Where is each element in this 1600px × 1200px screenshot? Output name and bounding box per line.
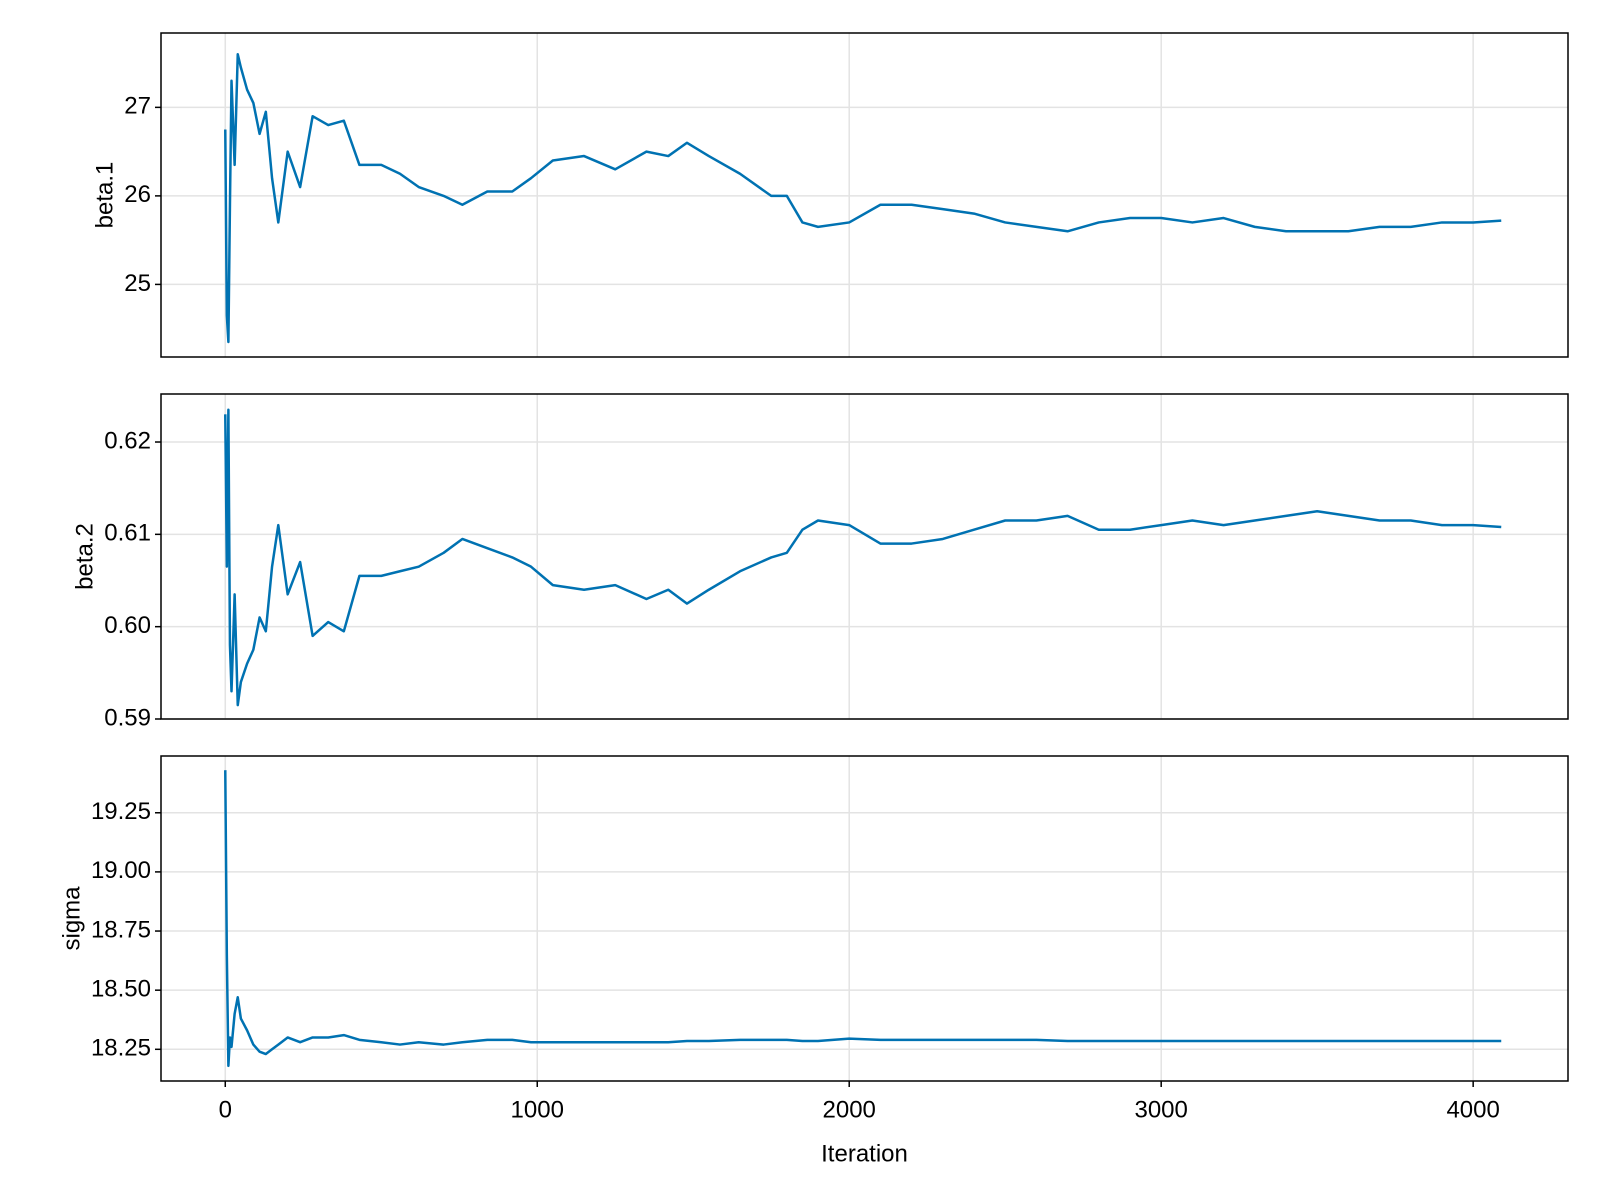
- y-tick-label: 27: [124, 93, 151, 120]
- data-line: [224, 770, 1502, 1068]
- y-axis-label: beta.2: [72, 523, 99, 590]
- y-tick-label: 18.25: [91, 1035, 151, 1062]
- y-tick-label: 0.61: [104, 520, 151, 547]
- plot-frame: [160, 32, 1569, 358]
- y-tick-label: 0.59: [104, 704, 151, 731]
- data-line: [224, 53, 1502, 344]
- x-tick-label: 1000: [511, 1096, 564, 1123]
- x-tick-label: 2000: [823, 1096, 876, 1123]
- y-tick-label: 26: [124, 181, 151, 208]
- y-tick-label: 19.25: [91, 798, 151, 825]
- x-tick-label: 4000: [1446, 1096, 1499, 1123]
- y-tick-label: 18.50: [91, 976, 151, 1003]
- y-axis-label: beta.1: [92, 162, 119, 229]
- x-axis-label: Iteration: [821, 1140, 908, 1167]
- x-tick-label: 3000: [1134, 1096, 1187, 1123]
- y-tick-label: 19.00: [91, 857, 151, 884]
- data-line: [224, 408, 1502, 707]
- x-tick-label: 0: [219, 1096, 232, 1123]
- y-tick-label: 25: [124, 270, 151, 297]
- y-tick-label: 0.60: [104, 612, 151, 639]
- y-tick-label: 0.62: [104, 427, 151, 454]
- y-tick-label: 18.75: [91, 916, 151, 943]
- y-axis-label: sigma: [58, 886, 85, 951]
- plot-frame: [160, 393, 1569, 720]
- plot-frame: [160, 755, 1569, 1082]
